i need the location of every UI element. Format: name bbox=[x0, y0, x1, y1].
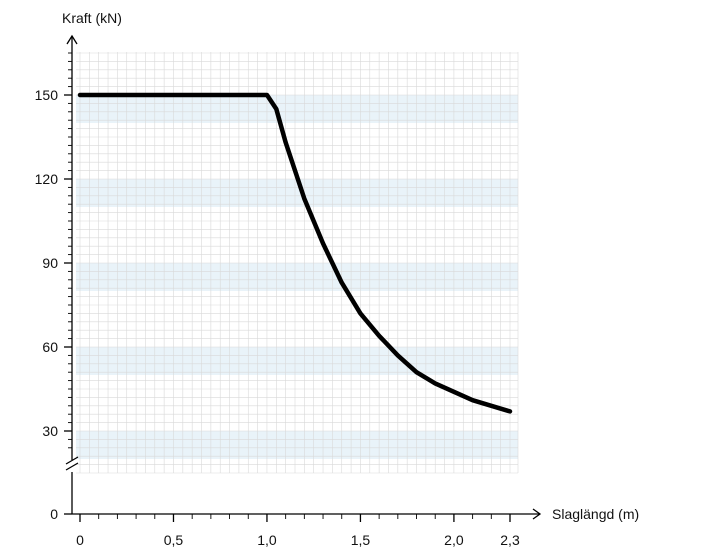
grid-lines bbox=[76, 52, 519, 474]
y-tick-label: 0 bbox=[50, 506, 58, 522]
band bbox=[76, 347, 518, 375]
series-line bbox=[77, 92, 513, 414]
band bbox=[76, 431, 518, 459]
y-tick-label: 120 bbox=[35, 171, 59, 187]
y-axis-arrow bbox=[66, 34, 78, 45]
x-axis-label: Slaglängd (m) bbox=[552, 506, 639, 522]
y-tick-label: 150 bbox=[35, 87, 59, 103]
x-axis-arrow bbox=[532, 508, 542, 520]
y-tick-label: 90 bbox=[42, 255, 58, 271]
x-tick-label: 1,0 bbox=[257, 532, 277, 548]
x-tick-label: 2,3 bbox=[500, 532, 520, 548]
y-tick-label: 60 bbox=[42, 339, 58, 355]
x-tick-label: 0,5 bbox=[164, 532, 184, 548]
y-ticks: 0 30 60 90 120 150 bbox=[35, 52, 72, 522]
x-ticks: 0 0,5 1,0 1,5 2,0 2,3 bbox=[76, 514, 520, 548]
series bbox=[77, 92, 513, 414]
x-tick-label: 1,5 bbox=[351, 532, 371, 548]
y-axis-label: Kraft (kN) bbox=[62, 10, 122, 26]
break-slash bbox=[65, 456, 79, 465]
y-tick-label: 30 bbox=[42, 423, 58, 439]
break-slash bbox=[65, 462, 79, 471]
x-tick-label: 2,0 bbox=[444, 532, 464, 548]
band bbox=[76, 263, 518, 291]
y-axis-break-mark bbox=[65, 456, 79, 471]
background-bands bbox=[76, 95, 518, 459]
x-tick-label: 0 bbox=[76, 532, 84, 548]
band bbox=[76, 95, 518, 123]
